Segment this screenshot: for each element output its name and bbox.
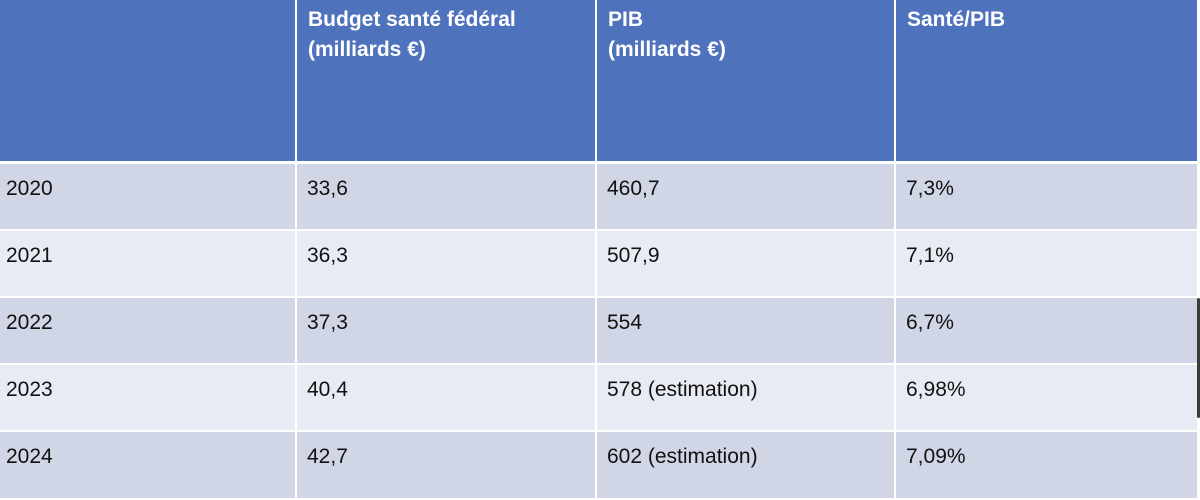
table-cell-year: 2023 [0, 365, 297, 432]
table-cell-pib: 460,7 [597, 164, 896, 231]
table-cell-budget: 36,3 [297, 231, 597, 298]
table-cell-pib: 554 [597, 298, 896, 365]
header-cell-empty [0, 0, 297, 164]
header-cell-budget: Budget santé fédéral (milliards €) [297, 0, 597, 164]
table-cell-ratio: 7,09% [896, 432, 1197, 500]
table-cell-budget: 40,4 [297, 365, 597, 432]
table-cell-ratio: 7,1% [896, 231, 1197, 298]
table-cell-ratio: 6,7% [896, 298, 1197, 365]
table-cell-budget: 42,7 [297, 432, 597, 500]
table-cell-year: 2022 [0, 298, 297, 365]
vertical-scrollbar[interactable] [1197, 0, 1200, 500]
table-cell-year: 2020 [0, 164, 297, 231]
table-cell-pib: 602 (estimation) [597, 432, 896, 500]
table-cell-year: 2024 [0, 432, 297, 500]
table-cell-pib: 578 (estimation) [597, 365, 896, 432]
table-cell-pib: 507,9 [597, 231, 896, 298]
scrollbar-thumb[interactable] [1197, 298, 1200, 418]
header-cell-ratio: Santé/PIB [896, 0, 1197, 164]
table-cell-ratio: 6,98% [896, 365, 1197, 432]
table-cell-year: 2021 [0, 231, 297, 298]
table-cell-ratio: 7,3% [896, 164, 1197, 231]
table-cell-budget: 33,6 [297, 164, 597, 231]
table-cell-budget: 37,3 [297, 298, 597, 365]
header-cell-pib: PIB (milliards €) [597, 0, 896, 164]
